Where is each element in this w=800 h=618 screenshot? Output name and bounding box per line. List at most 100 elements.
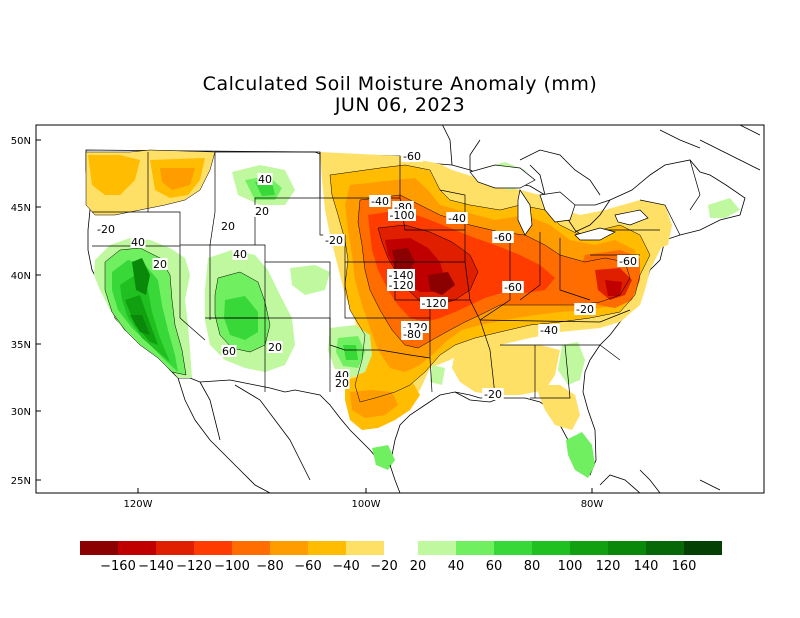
contour-label-bg: [387, 269, 415, 281]
contour-label-bg: [221, 345, 237, 357]
contour-label: -120: [422, 297, 447, 310]
colorbar-label: 40: [448, 559, 465, 574]
contour-label: 40: [258, 173, 272, 186]
contour-label: 20: [268, 341, 282, 354]
colorbar-swatch-wet: [532, 541, 570, 555]
map-frame: [35, 124, 765, 494]
map-date: JUN 06, 2023: [334, 94, 466, 116]
contour-label-bg: [492, 231, 514, 243]
contour-label-bg: [152, 258, 168, 270]
contour-label: 40: [233, 248, 247, 261]
contour-label-bg: [334, 377, 350, 389]
colorbar-swatch-wet: [418, 541, 456, 555]
colorbar-label: −120: [176, 559, 212, 574]
colorbar-label: −140: [138, 559, 174, 574]
contour-label-bg: [254, 205, 270, 217]
map-title: Calculated Soil Moisture Anomaly (mm): [202, 73, 598, 95]
lat-tick-label: 35N: [11, 340, 31, 351]
colorbar-label: −160: [100, 559, 136, 574]
lat-tick-label: 30N: [11, 407, 31, 418]
lat-tick-label: 25N: [11, 476, 31, 487]
lat-tick-label: 40N: [11, 271, 31, 282]
contour-label: 60: [222, 345, 236, 358]
contour-label-bg: [95, 223, 117, 235]
lat-tick-label: 50N: [11, 136, 31, 147]
contour-label: 40: [131, 236, 145, 249]
colorbar-label: 20: [410, 559, 427, 574]
contour-label-bg: [420, 297, 448, 309]
colorbar-swatch-wet: [494, 541, 532, 555]
contour-label: -60: [504, 281, 522, 294]
colorbar-label: 100: [558, 559, 583, 574]
contour-value-labels: -20-60-40 -80-100 -40-20 -60-140-120 -60-120…: [95, 150, 639, 401]
contour-label: -40: [540, 324, 558, 337]
contour-label-bg: [446, 212, 468, 224]
contour-label-bg: [388, 209, 416, 221]
colorbar-swatch-dry: [308, 541, 346, 555]
colorbar-swatch-wet: [570, 541, 608, 555]
colorbar-swatch-dry: [118, 541, 156, 555]
colorbar-swatch-dry: [232, 541, 270, 555]
contour-label-bg: [502, 281, 524, 293]
contour-label-bg: [130, 236, 146, 248]
contour-label: -60: [403, 150, 421, 163]
contour-label: -20: [97, 223, 115, 236]
contour-label: -20: [325, 234, 343, 247]
colorbar-label: −80: [256, 559, 283, 574]
colorbar-label: 140: [634, 559, 659, 574]
colorbar-legend: −160 −140 −120 −100 −80 −60 −40 −20 20 40 60 80 100 1…: [80, 541, 722, 574]
contour-label-bg: [538, 324, 560, 336]
latitude-axis: 50N 45N 40N 35N 30N 25N: [11, 136, 41, 487]
contour-label: -140: [389, 269, 414, 282]
colorbar-label: −100: [214, 559, 250, 574]
contour-label-bg: [369, 195, 391, 207]
contour-label: -40: [448, 212, 466, 225]
contour-label: 20: [153, 258, 167, 271]
colorbar-swatch-wet: [608, 541, 646, 555]
colorbar-swatch-dry: [156, 541, 194, 555]
contour-lines: [85, 149, 651, 403]
colorbar-label: −40: [332, 559, 359, 574]
great-lakes: [469, 164, 649, 241]
contour-label: -60: [494, 231, 512, 244]
colorbar-swatch-dry: [194, 541, 232, 555]
colorbar-label: −60: [294, 559, 321, 574]
colorbar-swatch-wet: [684, 541, 722, 555]
contour-label-bg: [267, 341, 283, 353]
longitude-axis: 120W 100W 80W: [124, 488, 604, 510]
contour-label-bg: [257, 173, 273, 185]
lat-tick-label: 45N: [11, 203, 31, 214]
colorbar-swatch-wet: [646, 541, 684, 555]
lon-tick-label: 100W: [352, 499, 381, 510]
contour-label-bg: [220, 220, 236, 232]
wet-anomaly-areas: [94, 162, 740, 478]
contour-label-bg: [387, 279, 415, 291]
contour-label-bg: [574, 303, 596, 315]
lon-tick-label: 80W: [581, 499, 604, 510]
colorbar-swatch-wet: [456, 541, 494, 555]
colorbar-label: 160: [672, 559, 697, 574]
contour-label: -20: [484, 388, 502, 401]
colorbar-label: −20: [370, 559, 397, 574]
colorbar-label: 80: [524, 559, 541, 574]
contour-label-bg: [232, 248, 248, 260]
contour-label: 20: [255, 205, 269, 218]
colorbar-swatch-dry: [80, 541, 118, 555]
contour-label: -40: [371, 195, 389, 208]
contour-label: 20: [335, 377, 349, 390]
contour-label: -120: [389, 279, 414, 292]
contour-label: 20: [221, 220, 235, 233]
contour-label: -80: [403, 328, 421, 341]
contour-label: -20: [576, 303, 594, 316]
colorbar-label: 60: [486, 559, 503, 574]
colorbar-label: 120: [596, 559, 621, 574]
colorbar-swatch-dry: [270, 541, 308, 555]
contour-label: -100: [390, 209, 415, 222]
contour-label-bg: [401, 150, 423, 162]
contour-label: -60: [619, 255, 637, 268]
lon-tick-label: 120W: [124, 499, 153, 510]
colorbar-swatch-dry: [346, 541, 384, 555]
contour-label-bg: [401, 328, 423, 340]
contour-label-bg: [482, 388, 504, 400]
